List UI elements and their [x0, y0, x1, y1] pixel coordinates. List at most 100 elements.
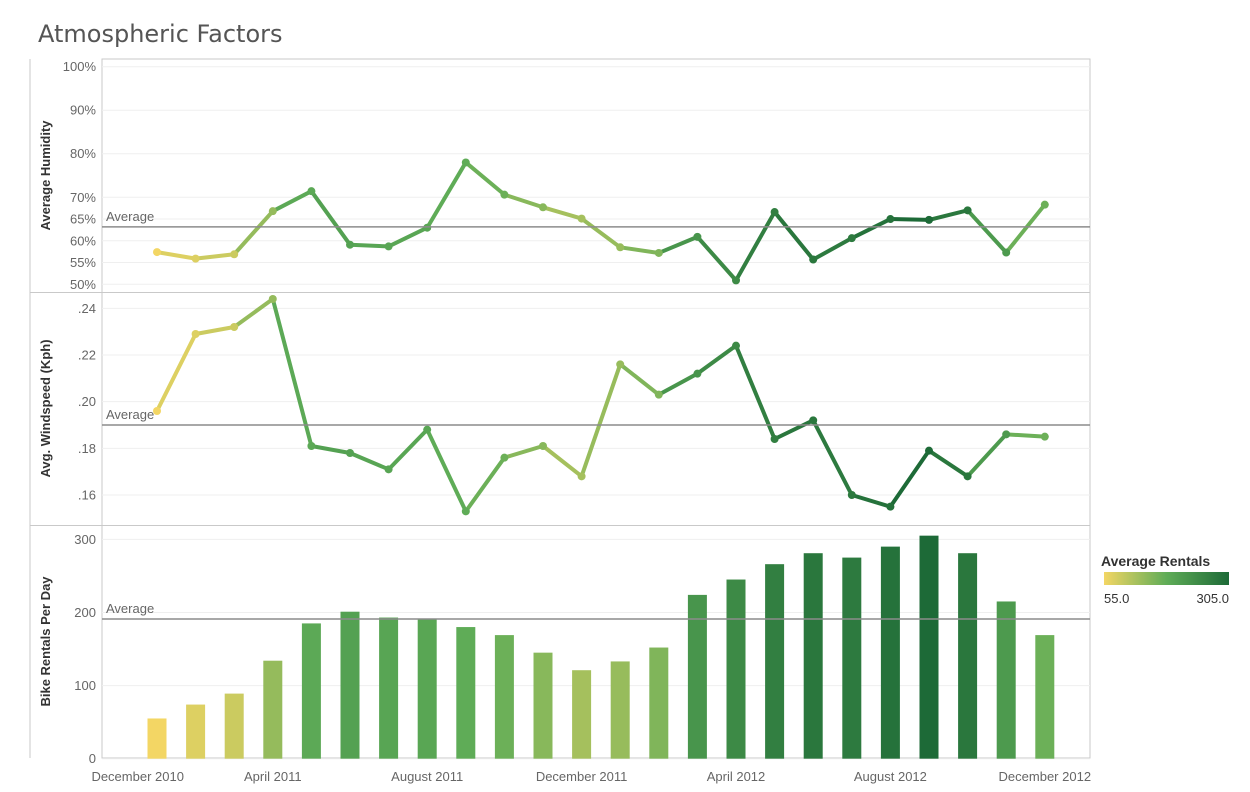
- rentals-bar: [301, 623, 321, 759]
- x-tick-label: April 2012: [707, 769, 766, 784]
- rentals-bar: [417, 619, 437, 759]
- windspeed-point: [268, 295, 277, 303]
- chart-title: Atmospheric Factors: [38, 20, 283, 48]
- windspeed-point: [153, 407, 161, 415]
- y-axis-label: Avg. Windspeed (Kph): [38, 339, 53, 477]
- humidity-point: [230, 250, 239, 259]
- humidity-point: [539, 203, 547, 212]
- humidity-line-segment: [772, 210, 816, 262]
- x-tick-label: August 2012: [854, 769, 927, 784]
- average-label: Average: [106, 209, 154, 224]
- humidity-line-segment: [965, 208, 1009, 255]
- windspeed-line-segment: [541, 444, 584, 479]
- humidity-line-segment: [695, 234, 738, 283]
- humidity-point: [191, 254, 200, 263]
- windspeed-line-segment: [849, 493, 893, 509]
- windspeed-line-segment: [579, 362, 623, 479]
- windspeed-line-segment: [811, 418, 854, 497]
- rentals-bar: [147, 718, 167, 759]
- windspeed-point: [847, 491, 856, 499]
- humidity-point: [1040, 200, 1049, 209]
- rentals-bar: [456, 627, 476, 759]
- humidity-line-segment: [155, 250, 198, 261]
- humidity-point: [886, 215, 895, 224]
- rentals-bar: [572, 670, 592, 759]
- average-label: Average: [106, 601, 154, 616]
- windspeed-point: [230, 323, 239, 331]
- y-axis-label: Bike Rentals Per Day: [38, 576, 53, 707]
- windspeed-point: [925, 446, 933, 455]
- windspeed-point: [886, 502, 895, 511]
- y-tick-label: .24: [78, 301, 96, 316]
- humidity-point: [153, 248, 161, 257]
- humidity-point: [461, 158, 470, 167]
- humidity-point: [770, 208, 779, 217]
- humidity-point: [616, 243, 625, 252]
- windspeed-line-segment: [425, 427, 468, 514]
- rentals-bar: [996, 601, 1016, 759]
- humidity-line-segment: [348, 242, 391, 249]
- y-tick-label: .20: [78, 394, 96, 409]
- humidity-point: [925, 215, 933, 224]
- humidity-point: [307, 187, 316, 196]
- windspeed-point: [539, 442, 547, 450]
- humidity-line-segment: [811, 236, 854, 262]
- y-tick-label: 0: [89, 751, 96, 766]
- humidity-line-segment: [232, 209, 275, 257]
- windspeed-line-segment: [386, 427, 430, 472]
- windspeed-point: [307, 442, 316, 450]
- humidity-point: [847, 234, 856, 243]
- humidity-line-segment: [502, 192, 545, 210]
- windspeed-line-segment: [502, 444, 545, 460]
- humidity-point: [384, 242, 393, 251]
- windspeed-line-segment: [656, 371, 700, 397]
- y-tick-label: 65%: [70, 212, 96, 227]
- humidity-point: [500, 190, 509, 199]
- rentals-bar: [263, 660, 283, 759]
- rentals-bar: [687, 594, 707, 759]
- humidity-line-segment: [927, 208, 970, 222]
- y-axis-label: Average Humidity: [38, 120, 53, 231]
- humidity-line-segment: [309, 189, 352, 247]
- y-tick-label: 90%: [70, 103, 96, 118]
- rentals-bar: [494, 635, 514, 759]
- windspeed-point: [423, 425, 432, 434]
- y-tick-label: 80%: [70, 146, 96, 161]
- rentals-bar: [765, 564, 785, 759]
- humidity-point: [577, 214, 586, 223]
- windspeed-point: [191, 330, 200, 338]
- humidity-line-segment: [888, 217, 931, 222]
- windspeed-line-segment: [193, 325, 237, 336]
- windspeed-line-segment: [734, 343, 777, 441]
- rentals-bar: [533, 652, 553, 759]
- humidity-point: [809, 255, 818, 264]
- humidity-line-segment: [425, 160, 468, 230]
- plot-frame: [101, 58, 1091, 759]
- windspeed-point: [346, 449, 354, 457]
- y-tick-label: .16: [78, 488, 96, 503]
- humidity-line-segment: [1004, 202, 1047, 255]
- humidity-line-segment: [541, 205, 584, 221]
- rentals-bar: [379, 617, 399, 759]
- rentals-bar: [726, 579, 746, 759]
- windspeed-line-segment: [348, 451, 391, 472]
- x-tick-label: December 2012: [999, 769, 1092, 784]
- windspeed-line-segment: [463, 455, 507, 514]
- windspeed-line-segment: [695, 343, 738, 376]
- windspeed-line-segment: [965, 432, 1009, 479]
- humidity-line-segment: [618, 245, 661, 255]
- humidity-line-segment: [849, 217, 893, 241]
- humidity-line-segment: [579, 216, 623, 250]
- windspeed-point: [384, 465, 393, 474]
- x-tick-label: December 2011: [536, 769, 628, 784]
- windspeed-point: [461, 507, 470, 516]
- windspeed-line-segment: [309, 444, 352, 455]
- windspeed-point: [654, 390, 663, 399]
- windspeed-line-segment: [270, 297, 314, 448]
- rentals-bar: [958, 553, 978, 759]
- x-tick-label: August 2011: [391, 769, 463, 784]
- y-tick-label: 55%: [70, 255, 96, 270]
- windspeed-point: [1040, 432, 1049, 441]
- windspeed-point: [577, 472, 586, 481]
- windspeed-line-segment: [618, 362, 661, 397]
